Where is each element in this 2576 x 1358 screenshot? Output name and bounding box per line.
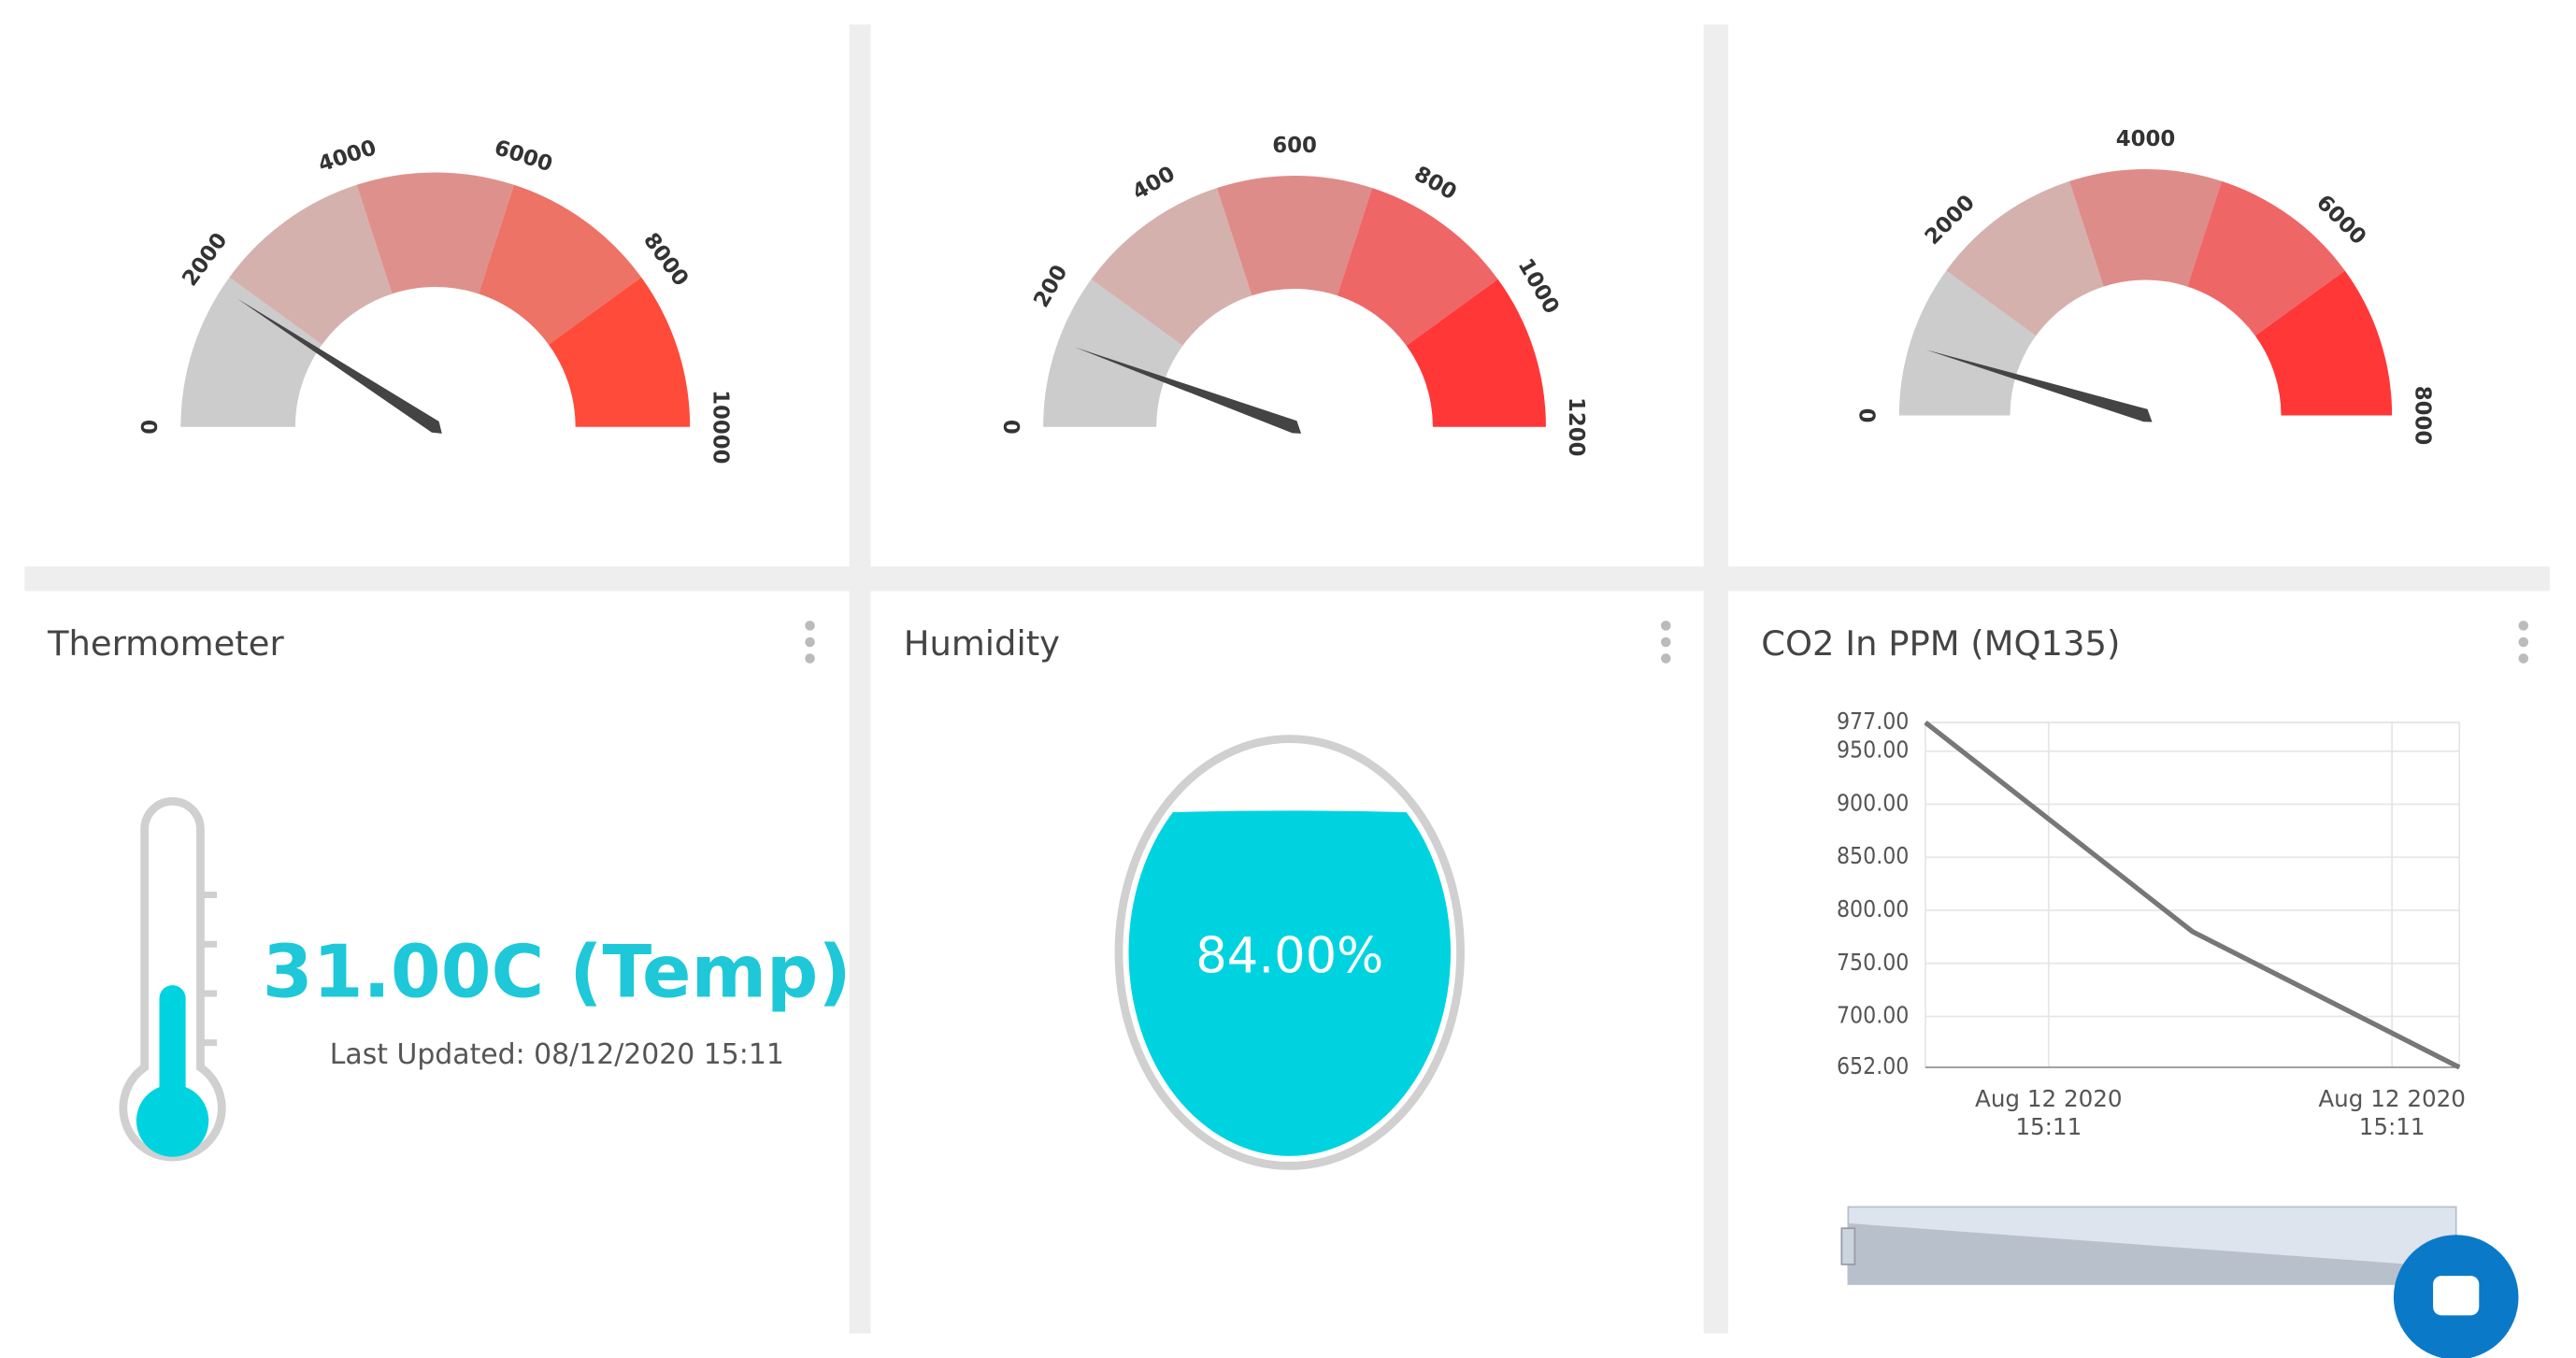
menu-icons[interactable] [805,621,2529,664]
gauge-band [1043,279,1183,427]
gauge-tick-label: 10000 [708,390,732,464]
y-tick-label: 750.00 [1837,949,1909,976]
temperature-value: 31.00C (Temp) [263,930,852,1014]
last-updated: Last Updated: 08/12/2020 15:11 [330,1038,784,1071]
gauge-tick-label: 0 [1001,420,1025,435]
gauge-band [1091,188,1252,346]
gutter [1703,24,1729,1334]
x-tick-label: Aug 12 2020 [2318,1085,2466,1112]
thermometer-icon [119,797,226,1162]
gauge-band [229,184,393,345]
gauge-needle [236,298,442,434]
humidity-value: 84.00% [1195,928,1383,985]
gauge-band [549,277,691,427]
gauge-needle [1925,350,2153,422]
humidity-fill [1128,810,1452,1156]
y-tick-label: 900.00 [1837,789,1909,816]
gauge-band [2069,168,2222,287]
x-tick-label: Aug 12 2020 [1975,1085,2123,1112]
gutter [24,566,2550,592]
x-tick-label: 15:11 [2015,1113,2082,1140]
gauge-needle [1074,347,1302,434]
widget-title: CO2 In PPM (MQ135) [1761,623,2120,664]
y-tick-label: 652.00 [1837,1052,1909,1079]
gauge-tick-label: 8000 [2410,386,2434,446]
gauge-band [479,184,642,345]
gauge-band [2187,180,2345,336]
y-tick-label: 700.00 [1837,1002,1909,1029]
y-tick-label: 977.00 [1837,708,1909,735]
gauge-tick-label: 0 [1857,408,1882,423]
gauge-band [180,277,322,427]
gauge-band [2254,270,2393,416]
navigator[interactable] [1840,1206,2457,1285]
x-tick-label: 15:11 [2359,1113,2426,1140]
gauge-band [1216,175,1373,296]
line [1924,720,2461,1070]
gauge-band [1898,270,2037,416]
widget-title: Humidity [904,623,1060,664]
gauge-band [1946,180,2104,336]
gauge-band [356,172,514,294]
gauge-band [1337,188,1498,346]
y-tick-label: 950.00 [1837,736,1909,764]
gutter [849,24,871,1334]
y-tick-label: 800.00 [1837,895,1909,922]
y-tick-label: 850.00 [1837,842,1909,869]
chat-icon [2433,1276,2480,1316]
widget-title: Thermometer [47,623,284,664]
gauge-tick-label: 0 [138,420,163,435]
gauge-band [1406,279,1546,427]
gauge-tick-label: 600 [1272,134,1317,158]
gauge-tick-label: 4000 [2116,127,2176,151]
gauge-tick-label: 1200 [1564,397,1588,457]
